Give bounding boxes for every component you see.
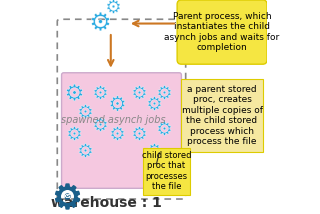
Text: spawned asynch jobs: spawned asynch jobs [60,115,165,125]
FancyBboxPatch shape [177,0,267,64]
FancyBboxPatch shape [181,79,263,152]
FancyBboxPatch shape [57,19,186,199]
Text: xs: xs [62,193,71,199]
Text: warehouse : 1: warehouse : 1 [51,196,162,210]
Text: Parent process, which
instantiates the child
asynch jobs and waits for
completio: Parent process, which instantiates the c… [164,12,280,52]
Text: a parent stored
proc, creates
multiple copies of
the child stored
process which
: a parent stored proc, creates multiple c… [181,85,262,146]
FancyBboxPatch shape [61,73,181,188]
FancyBboxPatch shape [143,148,190,195]
Text: child stored
proc that
processes
the file: child stored proc that processes the fil… [142,151,191,191]
